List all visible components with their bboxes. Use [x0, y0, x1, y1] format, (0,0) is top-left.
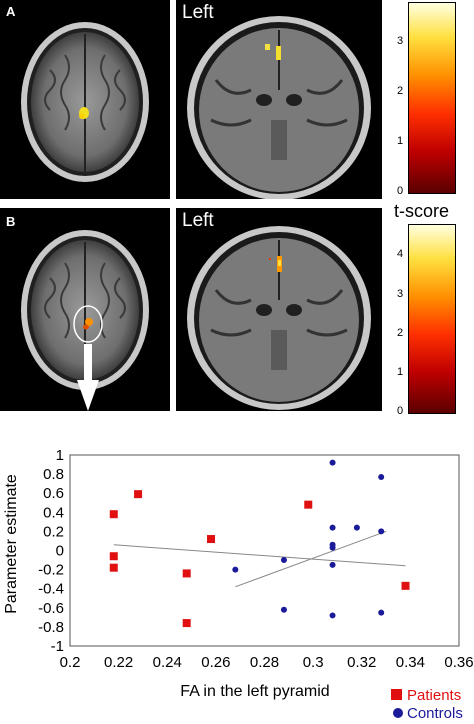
coronal-brain-b — [187, 226, 371, 410]
data-point-patients — [109, 552, 118, 561]
colorbar-title: t-score — [394, 201, 450, 221]
left-label-bottom: Left — [182, 210, 214, 231]
left-label-top: Left — [182, 2, 214, 23]
colorbar-bottom-gradient — [408, 224, 456, 414]
panel-label-b: B — [6, 214, 16, 229]
x-tick-label: 0.36 — [444, 654, 473, 671]
y-tick-label: 0.4 — [43, 504, 64, 521]
data-point-controls — [329, 524, 336, 531]
data-point-patients — [109, 510, 118, 519]
panel-b-axial: B — [0, 208, 170, 411]
data-point-controls — [329, 561, 336, 568]
colorbar-bottom: t-score 4 3 2 1 0 — [390, 200, 474, 417]
data-point-controls — [378, 609, 385, 616]
x-tick-label: 0.2 — [60, 654, 81, 671]
fit-line-controls — [235, 530, 387, 588]
colorbar-top-gradient — [408, 2, 456, 194]
plot-area — [69, 454, 460, 647]
x-tick-label: 0.3 — [303, 654, 324, 671]
x-tick-label: 0.28 — [250, 654, 279, 671]
colorbar-tick-label: 3 — [397, 287, 404, 300]
x-tick-label: 0.26 — [201, 654, 230, 671]
colorbar-tick-label: 2 — [397, 85, 404, 97]
colorbar-tick-label: 3 — [397, 35, 404, 47]
data-point-patients — [207, 535, 216, 544]
colorbar-tick-label: 1 — [397, 365, 404, 378]
x-tick-label: 0.24 — [153, 654, 182, 671]
panel-a-coronal: Left — [176, 0, 382, 199]
data-point-controls — [280, 557, 287, 564]
data-point-controls — [353, 524, 360, 531]
data-point-controls — [329, 544, 336, 551]
y-tick-label: 0.8 — [43, 466, 64, 483]
legend-label-patients: Patients — [407, 687, 461, 704]
panel-a-axial: A — [0, 0, 170, 199]
axial-brain-b — [21, 230, 149, 411]
data-point-controls — [280, 606, 287, 613]
colorbar-tick-label: 4 — [397, 248, 404, 261]
y-tick-label: -0.2 — [38, 562, 64, 579]
y-axis-label: Parameter estimate — [3, 474, 20, 614]
y-tick-label: 0 — [56, 543, 64, 560]
x-tick-label: 0.22 — [104, 654, 133, 671]
data-point-controls — [329, 612, 336, 619]
fit-line-patients — [113, 544, 406, 567]
y-tick-label: -0.6 — [38, 600, 64, 617]
panel-b-coronal: Left — [176, 208, 382, 411]
y-tick-label: -0.8 — [38, 619, 64, 636]
data-point-controls — [378, 528, 385, 535]
colorbar-tick-label: 1 — [397, 135, 404, 147]
roi-circle — [73, 305, 103, 343]
colorbar-tick-label: 0 — [397, 405, 404, 417]
colorbar-tick-label: 2 — [397, 326, 404, 339]
scatter-chart: 1 0.8 0.6 0.4 0.2 0 -0.2 -0.4 -0.6 -0.8 -1 0.2 0.22… — [3, 447, 474, 722]
data-point-patients — [134, 490, 143, 499]
x-tick-label: 0.32 — [347, 654, 376, 671]
data-point-patients — [182, 569, 191, 578]
legend-label-controls: Controls — [407, 705, 463, 722]
y-tick-label: 0.6 — [43, 485, 64, 502]
data-point-patients — [182, 619, 191, 628]
axial-brain-a — [21, 22, 149, 182]
data-point-controls — [378, 473, 385, 480]
coronal-brain-a — [187, 16, 371, 199]
data-point-controls — [232, 566, 239, 573]
y-tick-label: -1 — [51, 638, 64, 655]
legend-marker-controls — [393, 708, 403, 718]
panel-label-a: A — [6, 4, 16, 19]
y-tick-label: 0.2 — [43, 523, 64, 540]
data-point-patients — [401, 581, 410, 590]
data-point-patients — [109, 563, 118, 572]
colorbar-tick-label: 0 — [397, 185, 404, 197]
legend-marker-patients — [391, 689, 402, 700]
x-tick-label: 0.34 — [396, 654, 425, 671]
y-tick-label: -0.4 — [38, 581, 64, 598]
colorbar-top: 3 2 1 0 — [396, 0, 474, 200]
x-axis-label: FA in the left pyramid — [180, 683, 329, 700]
y-tick-label: 1 — [56, 447, 64, 464]
data-point-patients — [304, 500, 313, 509]
data-point-controls — [329, 459, 336, 466]
